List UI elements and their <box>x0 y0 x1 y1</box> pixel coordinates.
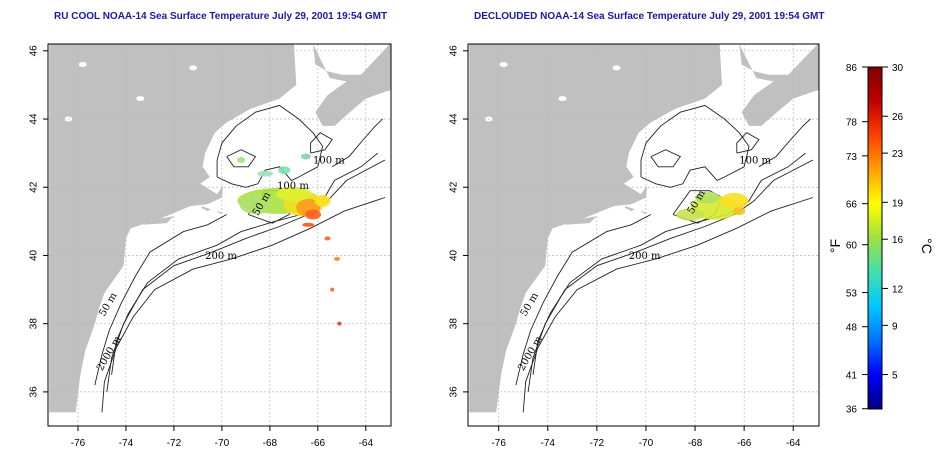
y-tick-label: 42 <box>29 181 40 193</box>
y-tick-label: 36 <box>29 386 40 398</box>
y-tick-label: 44 <box>449 113 460 125</box>
temperature-colorbar: 86 78 73 66 60 53 48 41 36 30 26 23 19 16 12 9 5 °F °C <box>827 63 935 416</box>
x-tick-label: -68 <box>688 438 703 449</box>
grid-lines <box>468 44 819 426</box>
contour-label: 100 m <box>739 155 771 166</box>
y-tick-label: 38 <box>29 318 40 330</box>
celsius-tick-label: 16 <box>892 235 904 246</box>
y-tick-label: 46 <box>29 45 40 57</box>
y-tick-label: 38 <box>449 318 460 330</box>
fahrenheit-tick-label: 60 <box>846 241 858 252</box>
fahrenheit-unit-label: °F <box>827 239 843 253</box>
fahrenheit-tick-label: 41 <box>846 371 858 382</box>
x-tick-label: -74 <box>541 438 556 449</box>
x-tick-label: -68 <box>263 438 278 449</box>
x-tick-label: -70 <box>639 438 654 449</box>
celsius-tick-label: 23 <box>892 149 904 160</box>
longitude-axis: -76 -74 -72 -70 -68 -66 -64 <box>491 426 801 449</box>
bathymetry-contours <box>515 104 814 413</box>
celsius-tick-label: 12 <box>892 284 904 295</box>
contour-label: 200 m <box>205 251 237 262</box>
fahrenheit-tick-label: 78 <box>846 118 858 129</box>
y-tick-label: 44 <box>29 113 40 125</box>
contour-label: 100 m <box>313 155 345 166</box>
x-tick-label: -76 <box>491 438 506 449</box>
fahrenheit-scale: 86 78 73 66 60 53 48 41 36 <box>846 63 868 416</box>
y-tick-label: 40 <box>29 249 40 261</box>
map-frame <box>467 43 820 427</box>
fahrenheit-tick-label: 36 <box>846 405 858 416</box>
y-tick-label: 40 <box>449 249 460 261</box>
celsius-tick-label: 5 <box>892 371 898 382</box>
celsius-tick-label: 26 <box>892 112 904 123</box>
fahrenheit-tick-label: 66 <box>846 200 858 211</box>
land-mass <box>49 44 391 413</box>
x-tick-label: -72 <box>590 438 605 449</box>
y-tick-label: 36 <box>449 386 460 398</box>
y-tick-label: 46 <box>449 45 460 57</box>
contour-label: 100 m <box>277 181 309 192</box>
latitude-axis: 36 38 40 42 44 46 <box>449 45 468 398</box>
fahrenheit-tick-label: 86 <box>846 63 858 74</box>
celsius-unit-label: °C <box>919 238 935 254</box>
y-tick-label: 42 <box>449 181 460 193</box>
sst-data-patch <box>237 153 342 326</box>
fahrenheit-tick-label: 73 <box>846 152 858 163</box>
x-tick-label: -76 <box>71 438 86 449</box>
celsius-tick-label: 9 <box>892 321 898 332</box>
right-panel-title: DECLOUDED NOAA-14 Sea Surface Temperatur… <box>474 11 825 22</box>
grid-lines <box>48 44 391 426</box>
contour-label: 200 m <box>629 251 661 262</box>
colorbar-gradient <box>867 66 883 410</box>
land-mass <box>469 44 819 413</box>
sst-data-patch <box>676 191 749 221</box>
x-tick-label: -64 <box>786 438 801 449</box>
latitude-axis: 36 38 40 42 44 46 <box>29 45 48 398</box>
x-tick-label: -74 <box>119 438 134 449</box>
celsius-tick-label: 30 <box>892 63 904 74</box>
x-tick-label: -66 <box>737 438 752 449</box>
fahrenheit-tick-label: 48 <box>846 323 858 334</box>
celsius-scale: 30 26 23 19 16 12 9 5 <box>882 63 904 382</box>
map-frame <box>47 43 392 427</box>
longitude-axis: -76 -74 -72 -70 -68 -66 -64 <box>71 426 374 449</box>
x-tick-label: -66 <box>311 438 326 449</box>
x-tick-label: -72 <box>167 438 182 449</box>
celsius-tick-label: 19 <box>892 198 904 209</box>
fahrenheit-tick-label: 53 <box>846 289 858 300</box>
left-panel-title: RU COOL NOAA-14 Sea Surface Temperature … <box>54 11 388 22</box>
x-tick-label: -70 <box>215 438 230 449</box>
x-tick-label: -64 <box>359 438 374 449</box>
